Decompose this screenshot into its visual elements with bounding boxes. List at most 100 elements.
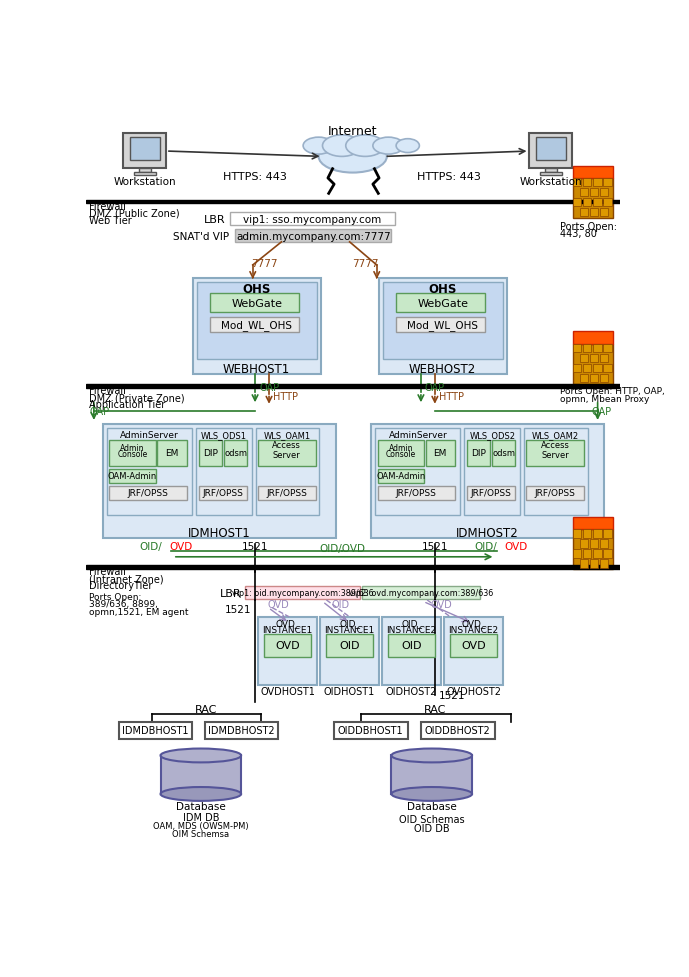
Text: JRF/OPSS: JRF/OPSS bbox=[396, 488, 437, 498]
Text: OVD: OVD bbox=[430, 599, 452, 609]
Text: OID_: OID_ bbox=[339, 618, 360, 628]
Bar bbox=[580, 354, 588, 362]
Text: 1521: 1521 bbox=[422, 541, 448, 551]
Text: INSTANCE1: INSTANCE1 bbox=[325, 625, 375, 634]
Text: OHS: OHS bbox=[429, 283, 457, 296]
Bar bbox=[573, 364, 582, 372]
Bar bbox=[110, 441, 156, 466]
Bar bbox=[580, 209, 588, 217]
Bar bbox=[258, 617, 317, 685]
Bar bbox=[466, 441, 490, 466]
Text: vip1: sso.mycompany.com: vip1: sso.mycompany.com bbox=[243, 215, 382, 225]
Bar bbox=[107, 429, 192, 516]
Bar bbox=[600, 354, 608, 362]
Text: OIM Schemsa: OIM Schemsa bbox=[172, 829, 229, 838]
Bar bbox=[583, 549, 591, 558]
Bar bbox=[258, 441, 316, 466]
Bar bbox=[379, 278, 507, 375]
Text: Console: Console bbox=[118, 449, 147, 458]
Text: WebGate: WebGate bbox=[231, 298, 282, 309]
Bar bbox=[157, 441, 187, 466]
Text: WLS_ODS1: WLS_ODS1 bbox=[201, 431, 247, 440]
Bar bbox=[573, 530, 582, 538]
Bar bbox=[540, 173, 562, 176]
Text: OIDDBHOST2: OIDDBHOST2 bbox=[424, 725, 491, 736]
Bar bbox=[86, 385, 620, 389]
Bar bbox=[258, 487, 316, 500]
Bar bbox=[134, 173, 156, 176]
Ellipse shape bbox=[391, 787, 472, 801]
Bar bbox=[580, 539, 588, 548]
Ellipse shape bbox=[318, 141, 387, 173]
Bar bbox=[210, 318, 299, 332]
Bar bbox=[382, 617, 441, 685]
Ellipse shape bbox=[396, 140, 420, 153]
Bar bbox=[389, 634, 435, 658]
Text: INSTANCE2: INSTANCE2 bbox=[387, 625, 437, 634]
Text: Mod_WL_OHS: Mod_WL_OHS bbox=[221, 319, 292, 330]
Ellipse shape bbox=[161, 748, 241, 763]
Bar bbox=[583, 344, 591, 353]
Text: OAP: OAP bbox=[260, 383, 280, 393]
Text: vip2: ovd.mycompany.com:389/636: vip2: ovd.mycompany.com:389/636 bbox=[349, 589, 493, 598]
Text: OIDHOST1: OIDHOST1 bbox=[324, 686, 376, 696]
Bar bbox=[573, 344, 582, 353]
Bar bbox=[362, 586, 480, 600]
Bar bbox=[371, 425, 604, 538]
Bar bbox=[603, 549, 612, 558]
Text: WLS_OAM1: WLS_OAM1 bbox=[264, 431, 311, 440]
Bar bbox=[161, 755, 241, 794]
Bar bbox=[593, 198, 601, 207]
Bar bbox=[593, 530, 601, 538]
Bar bbox=[391, 755, 472, 794]
Text: (Intranet Zone): (Intranet Zone) bbox=[89, 573, 164, 584]
Text: Ports Open: HTTP, OAP,: Ports Open: HTTP, OAP, bbox=[560, 387, 665, 396]
Text: opmn,1521, EM agent: opmn,1521, EM agent bbox=[89, 608, 189, 616]
Text: Workstation: Workstation bbox=[114, 177, 176, 187]
Text: OID/OVD: OID/OVD bbox=[319, 543, 365, 553]
Bar bbox=[193, 278, 321, 375]
Text: OID_: OID_ bbox=[401, 618, 422, 628]
Text: admin.mycompany.com:7777: admin.mycompany.com:7777 bbox=[236, 232, 391, 241]
Text: OID: OID bbox=[331, 599, 349, 609]
Text: IDMDBHOST1: IDMDBHOST1 bbox=[122, 725, 188, 736]
Text: WLS_OAM2: WLS_OAM2 bbox=[532, 431, 579, 440]
Text: Access
Server: Access Server bbox=[272, 441, 301, 460]
Bar bbox=[123, 134, 166, 169]
Text: OHS: OHS bbox=[243, 283, 271, 296]
Text: 1521: 1521 bbox=[242, 541, 268, 551]
Text: 1521: 1521 bbox=[439, 691, 465, 701]
Bar bbox=[573, 344, 613, 384]
Bar bbox=[590, 209, 599, 217]
Bar bbox=[600, 374, 608, 383]
Bar bbox=[245, 586, 360, 600]
Text: INSTANCE1: INSTANCE1 bbox=[263, 625, 313, 634]
Text: JRF/OPSS: JRF/OPSS bbox=[470, 488, 511, 498]
Text: WebGate: WebGate bbox=[417, 298, 468, 309]
Text: OID DB: OID DB bbox=[414, 823, 450, 833]
Text: OIDDBHOST1: OIDDBHOST1 bbox=[338, 725, 403, 736]
Bar bbox=[573, 530, 613, 570]
Bar bbox=[603, 179, 612, 188]
Text: OAP: OAP bbox=[591, 406, 612, 417]
Text: Firewall: Firewall bbox=[89, 201, 126, 211]
Bar bbox=[138, 169, 151, 173]
Text: OID: OID bbox=[402, 641, 422, 651]
Text: Ports Open:: Ports Open: bbox=[89, 592, 142, 601]
Text: OAP: OAP bbox=[425, 383, 445, 393]
Bar bbox=[580, 189, 588, 197]
Text: DIP: DIP bbox=[471, 448, 486, 458]
Bar bbox=[593, 179, 601, 188]
Text: OID: OID bbox=[340, 641, 360, 651]
Bar bbox=[130, 138, 160, 161]
Text: Console: Console bbox=[386, 449, 416, 458]
Bar bbox=[265, 634, 311, 658]
Text: HTTP: HTTP bbox=[439, 392, 464, 402]
Text: OID/: OID/ bbox=[139, 541, 162, 551]
Text: OID/: OID/ bbox=[474, 541, 497, 551]
Bar bbox=[396, 318, 485, 332]
Text: DMZ (Private Zone): DMZ (Private Zone) bbox=[89, 393, 185, 403]
Text: HTTPS: 443: HTTPS: 443 bbox=[417, 172, 481, 183]
Bar bbox=[197, 282, 317, 360]
Text: Internet: Internet bbox=[328, 125, 378, 138]
